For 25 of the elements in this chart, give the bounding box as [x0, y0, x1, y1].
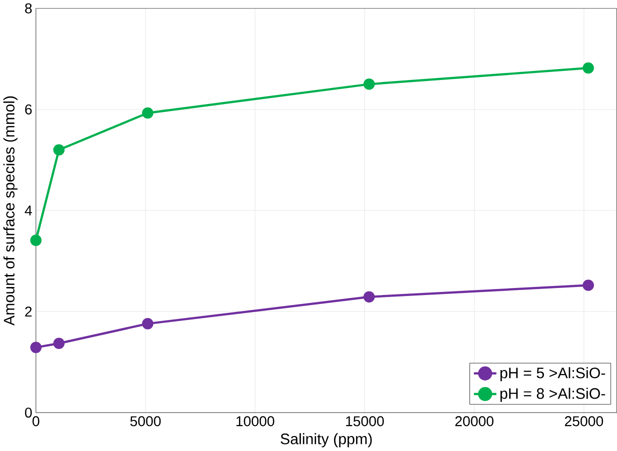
- point: [53, 338, 65, 350]
- point: [30, 234, 42, 246]
- legend-label: pH = 5 >Al:SiO-: [500, 367, 606, 382]
- point: [363, 291, 375, 303]
- point: [582, 280, 594, 292]
- x-tick-label: 5000: [130, 416, 161, 426]
- y-tick-label: 6: [25, 104, 32, 115]
- point: [30, 342, 42, 354]
- x-tick-label: 25000: [564, 416, 604, 426]
- x-tick-label: 0: [32, 416, 40, 426]
- x-tick-label: 10000: [236, 416, 274, 426]
- point: [582, 62, 594, 74]
- point: [53, 144, 65, 156]
- point: [142, 107, 154, 119]
- legend-label: pH = 8 >Al:SiO-: [500, 388, 606, 402]
- x-tick-label: 20000: [455, 416, 494, 426]
- x-tick-label: 15000: [346, 416, 384, 426]
- point: [363, 78, 375, 90]
- point: [142, 318, 154, 330]
- x-axis-title: Salinity (ppm): [280, 433, 372, 448]
- y-tick-label: 4: [24, 206, 32, 216]
- y-tick-label: 0: [25, 408, 32, 418]
- y-tick-label: 2: [25, 306, 32, 317]
- y-axis-title: Amount of surface species (mmol): [3, 96, 18, 326]
- y-tick-label: 8: [25, 4, 32, 14]
